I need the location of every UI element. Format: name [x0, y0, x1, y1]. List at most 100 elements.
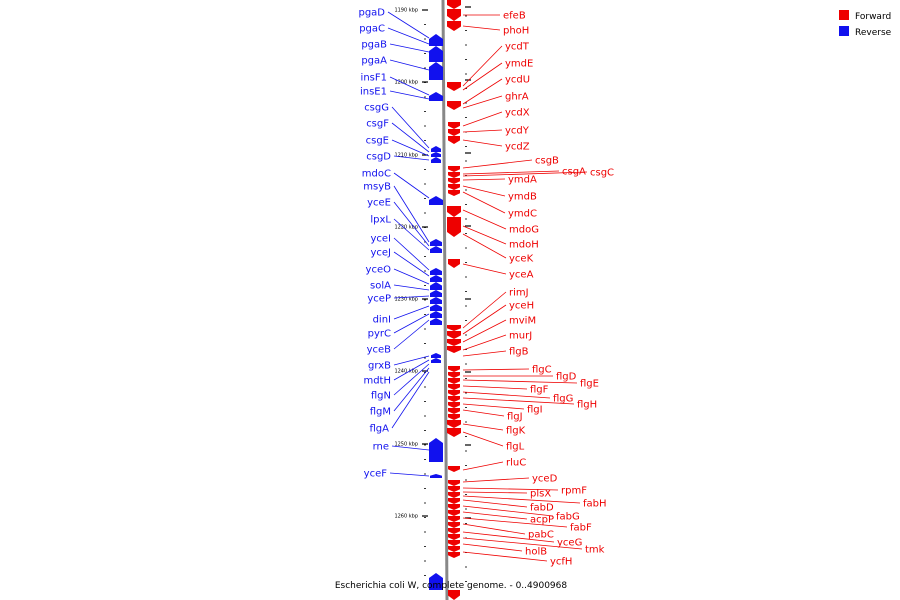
forward-gene-label: phoH: [503, 26, 529, 37]
forward-gene-arrow: [448, 498, 460, 504]
reverse-gene-label: flgN: [371, 391, 391, 402]
forward-gene-label: ymdB: [508, 192, 537, 203]
reverse-gene-arrow: [429, 46, 443, 62]
reverse-gene-arrow: [430, 297, 442, 304]
forward-gene-arrow: [448, 259, 460, 268]
reverse-label-line: [391, 106, 430, 149]
forward-gene-label: ycdX: [505, 108, 530, 119]
reverse-gene-label: yceB: [367, 345, 392, 356]
forward-gene-label: ycfH: [550, 557, 572, 568]
forward-gene-arrow: [447, 9, 461, 21]
forward-label-line: [462, 495, 581, 504]
forward-label-line: [462, 397, 575, 405]
reverse-label-line: [391, 122, 430, 153]
reverse-label-line: [393, 313, 430, 334]
reverse-gene-arrow: [430, 474, 442, 478]
tick-label: 1220 kbp: [394, 225, 418, 231]
reverse-gene-label: pgaD: [358, 8, 385, 19]
forward-gene-arrow: [447, 346, 461, 353]
reverse-label-line: [393, 319, 430, 350]
forward-gene-label: tmk: [585, 545, 605, 556]
legend-forward-swatch: [839, 10, 849, 20]
forward-gene-arrow: [447, 206, 461, 217]
forward-label-line: [462, 551, 548, 562]
reverse-gene-label: grxB: [368, 361, 391, 372]
forward-label-line: [462, 477, 530, 483]
reverse-gene-label: flgM: [370, 407, 391, 418]
reverse-gene-arrow: [431, 353, 441, 358]
tick-label: 1250 kbp: [394, 442, 418, 448]
reverse-gene-arrow: [430, 318, 442, 325]
forward-gene-label: fabG: [556, 512, 580, 523]
forward-label-line: [462, 531, 555, 543]
forward-gene-arrow: [448, 372, 460, 378]
forward-gene-arrow: [448, 540, 460, 546]
forward-label-line: [462, 233, 507, 259]
reverse-label-line: [389, 76, 430, 96]
reverse-gene-arrow: [429, 196, 443, 205]
forward-gene-arrow: [448, 390, 460, 396]
forward-label-line: [462, 263, 507, 275]
forward-gene-label: yceA: [509, 270, 534, 281]
reverse-label-line: [393, 201, 430, 247]
forward-gene-label: flgH: [577, 400, 597, 411]
forward-gene-label: flgC: [532, 365, 552, 376]
reverse-label-line: [391, 445, 430, 451]
forward-gene-arrow: [448, 366, 460, 372]
reverse-gene-label: csgD: [366, 152, 391, 163]
forward-gene-arrow: [448, 129, 460, 136]
forward-gene-label: yceK: [509, 254, 534, 265]
forward-gene-arrow: [448, 178, 460, 184]
reverse-gene-label: insE1: [360, 87, 387, 98]
forward-gene-label: mviM: [509, 316, 536, 327]
forward-gene-label: yceG: [557, 538, 582, 549]
forward-gene-arrow: [447, 331, 461, 339]
tick-label: 1190 kbp: [394, 8, 418, 14]
forward-gene-arrow: [447, 339, 461, 346]
forward-label-line: [462, 291, 507, 329]
reverse-gene-label: pyrC: [368, 329, 391, 340]
forward-gene-label: yceH: [509, 301, 534, 312]
forward-gene-arrow: [447, 428, 461, 437]
forward-gene-label: fabD: [530, 503, 554, 514]
forward-gene-arrow: [448, 590, 460, 600]
reverse-gene-label: csgE: [366, 136, 389, 147]
forward-label-line: [462, 304, 507, 335]
reverse-gene-label: yceJ: [370, 248, 391, 259]
forward-gene-arrow: [448, 414, 460, 420]
forward-gene-arrow: [448, 516, 460, 522]
reverse-label-line: [393, 172, 430, 199]
forward-label-line: [462, 431, 504, 447]
forward-label-line: [462, 170, 560, 175]
forward-gene-arrow: [447, 82, 461, 91]
reverse-label-line: [393, 363, 430, 396]
reverse-label-line: [393, 284, 430, 291]
forward-label-line: [462, 225, 507, 245]
reverse-label-line: [393, 185, 430, 243]
reverse-gene-arrow: [430, 282, 442, 290]
forward-gene-label: yceD: [532, 474, 558, 485]
forward-label-line: [462, 461, 504, 471]
reverse-gene-arrow: [429, 438, 443, 462]
reverse-label-line: [393, 295, 430, 299]
reverse-gene-label: yceE: [367, 198, 391, 209]
forward-gene-label: csgB: [535, 156, 559, 167]
forward-gene-arrow: [447, 101, 461, 110]
reverse-label-line: [389, 43, 430, 53]
forward-gene-label: ymdA: [508, 175, 537, 186]
reverse-gene-arrow: [429, 62, 443, 80]
forward-gene-label: murJ: [509, 331, 532, 342]
tick-label: 1200 kbp: [394, 80, 418, 86]
forward-gene-label: plsX: [530, 489, 551, 500]
forward-label-line: [462, 25, 501, 31]
forward-label-line: [462, 139, 503, 147]
forward-label-line: [462, 319, 507, 343]
reverse-label-line: [393, 367, 430, 412]
reverse-label-line: [389, 90, 430, 100]
forward-gene-arrow: [448, 486, 460, 492]
reverse-label-line: [393, 218, 430, 251]
forward-gene-label: mdoH: [509, 240, 539, 251]
reverse-gene-label: solA: [370, 281, 391, 292]
forward-label-line: [462, 537, 583, 550]
scale-ticks: 1190 kbp 1200 kbp 1210 kbp 1220 kbp 1230 kbp…: [394, 6, 471, 582]
